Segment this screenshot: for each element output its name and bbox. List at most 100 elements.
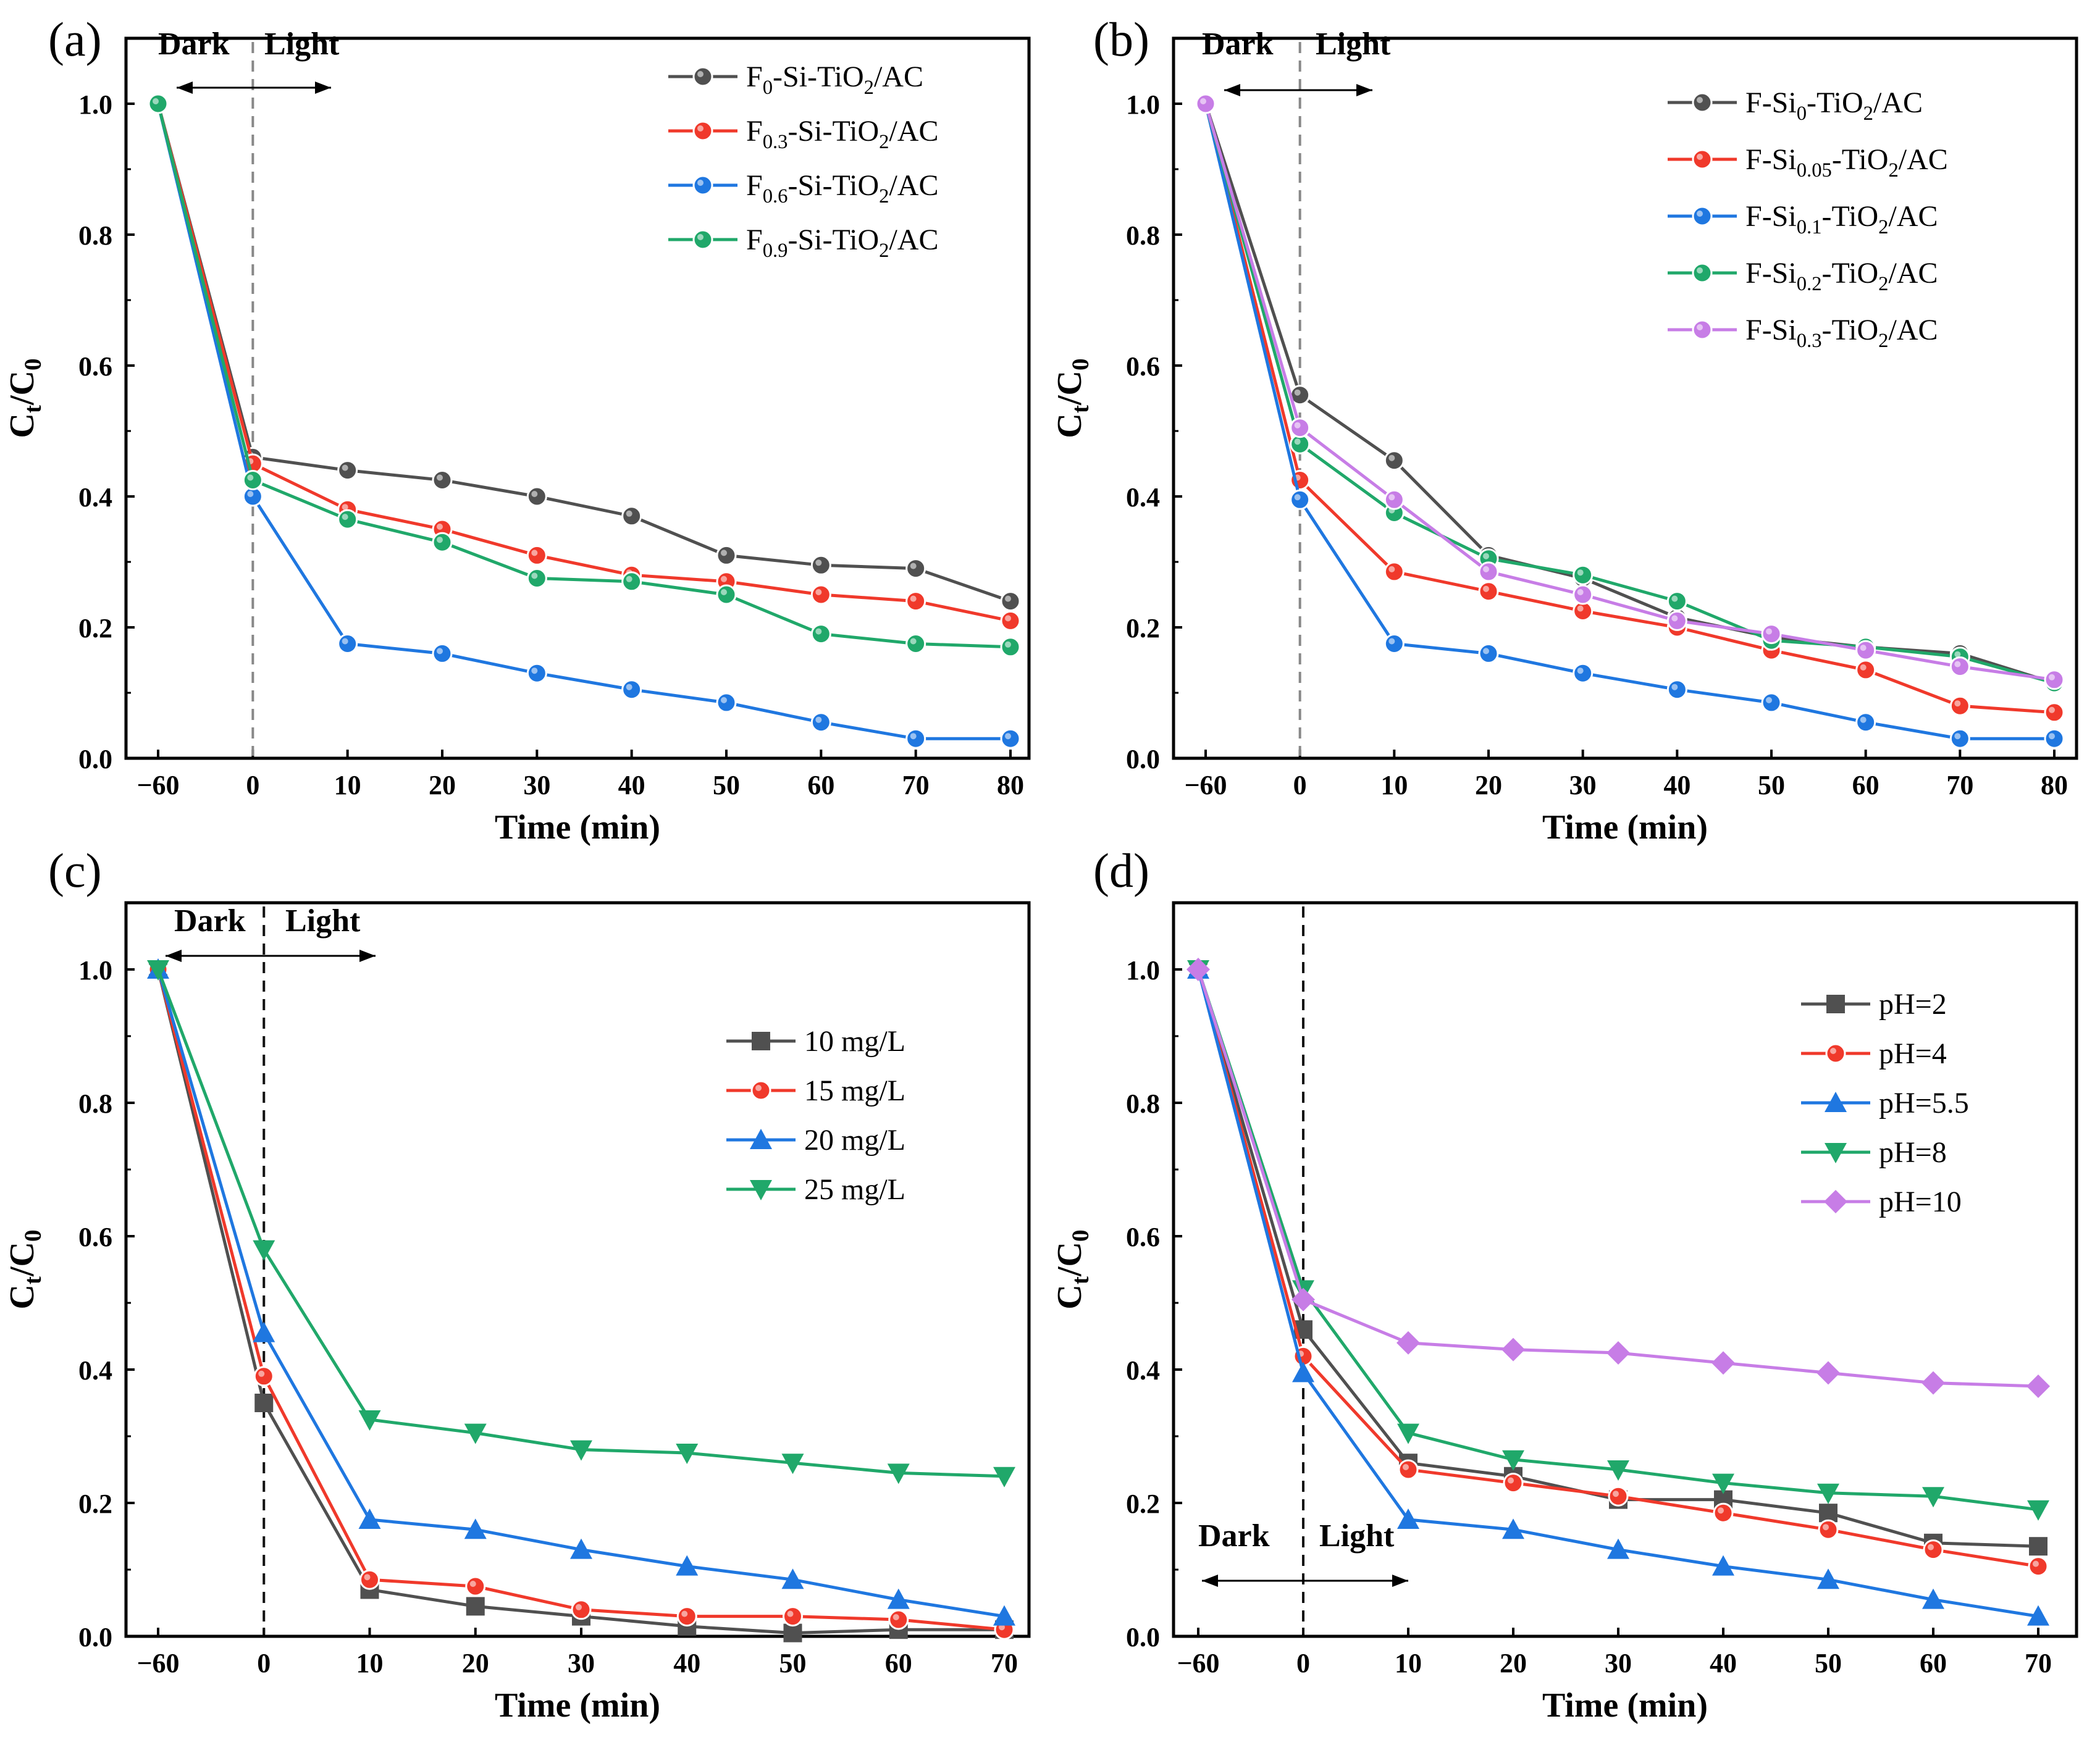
marker-highlight [247,491,254,497]
marker-highlight [1388,454,1395,461]
light-label: Light [264,27,340,62]
arrow-head-right [359,950,376,962]
data-point [1292,1362,1314,1383]
data-point [1666,679,1687,700]
data-point [810,584,831,605]
marker-highlight [2049,674,2055,680]
marker-highlight [1388,566,1395,572]
data-point [1922,1487,1944,1508]
marker-highlight [910,638,917,645]
marker-highlight [342,638,348,645]
marker-highlight [1483,553,1489,559]
data-point [2044,669,2065,690]
data-point [783,1623,802,1642]
marker-highlight [342,514,348,521]
marker-highlight [342,504,348,511]
series-line [1196,969,2039,1388]
marker-highlight [247,474,254,481]
legend-label: F-Si0.2-TiO2/AC [1745,257,1938,295]
panel-d: (d) 0.0 0.2 0.4 0.6 0.8 1.0 −60 0 10 20 30 40 50 60 70 T… [1051,843,2078,1725]
series-line [1204,103,2054,740]
data-point [1666,591,1687,612]
panel-label: (d) [1093,843,1149,897]
legend-label: pH=8 [1879,1136,1947,1169]
plot-frame [1172,901,2078,1638]
data-point [1855,659,1876,680]
data-point [1949,656,1970,677]
marker-highlight [721,575,727,582]
marker-highlight [2049,733,2055,740]
data-point [905,634,926,654]
marker-highlight [1718,1507,1724,1514]
y-tick-label: 1.0 [1126,90,1160,120]
x-tick-label: 70 [1946,770,1973,800]
data-point [888,1609,909,1630]
data-point [1573,663,1594,684]
marker-highlight [1766,697,1772,703]
data-point [432,470,453,490]
series-line [156,969,1005,1618]
x-tick-label: 40 [618,770,645,800]
marker-highlight [755,1085,762,1091]
legend-marker [1692,92,1713,113]
marker-highlight [892,1614,899,1620]
marker-highlight [364,1574,371,1581]
data-point [810,712,831,733]
legend-label: 15 mg/L [804,1074,905,1107]
x-tick-label: 30 [1569,770,1597,800]
marker-highlight [910,733,917,740]
y-tick-label: 0.6 [1126,1222,1160,1252]
data-point [1712,1555,1734,1576]
data-point [571,1599,592,1620]
y-tick-label: 0.6 [78,351,112,382]
marker-highlight [721,550,727,556]
legend-label: F0.9-Si-TiO2/AC [746,224,938,262]
x-tick-label: 10 [334,770,361,800]
legend-label: F0.6-Si-TiO2/AC [746,169,938,207]
data-point [464,1518,487,1539]
arrow-head-right [315,82,331,94]
marker-highlight [787,1610,794,1617]
legend-label: F-Si0.05-TiO2/AC [1745,143,1948,182]
marker-highlight [721,697,727,703]
data-point [1855,640,1876,661]
marker-highlight [1697,97,1703,103]
data-point [358,1410,381,1431]
marker-highlight [1294,438,1301,445]
marker-highlight [1005,641,1011,648]
marker-highlight [437,474,443,481]
marker-highlight [1823,1524,1829,1531]
x-axis-title: Time (min) [495,808,660,847]
data-point [1000,591,1021,612]
y-axis-title: Ct/C0 [3,1229,46,1309]
data-point [2029,1537,2048,1556]
arrow-head-left [166,950,182,962]
series-4 [148,93,1021,658]
marker-highlight [1294,389,1301,396]
data-point [526,663,547,684]
marker-highlight [1613,1491,1619,1497]
legend-label: F-Si0-TiO2/AC [1745,86,1923,125]
panel-label: (b) [1093,12,1149,66]
data-point [1478,643,1499,664]
x-axis-title: Time (min) [1542,808,1708,847]
x-tick-label: 60 [1920,1648,1947,1678]
dark-label: Dark [158,27,230,62]
data-point [1666,610,1687,631]
x-tick-label: 70 [991,1648,1018,1678]
data-point [337,634,358,654]
data-point [1384,489,1405,510]
marker-highlight [1005,615,1011,622]
y-tick-label: 0.4 [1126,1355,1160,1386]
data-point [1000,728,1021,749]
marker-highlight [1954,651,1961,658]
data-point [253,1240,275,1261]
y-tick-label: 0.0 [78,744,112,774]
legend-label: pH=4 [1879,1037,1947,1070]
data-point [887,1463,910,1484]
data-point [716,545,737,566]
series-3 [1187,958,2049,1626]
marker-highlight [1483,566,1489,572]
marker-highlight [626,575,632,582]
light-label: Light [285,903,361,939]
